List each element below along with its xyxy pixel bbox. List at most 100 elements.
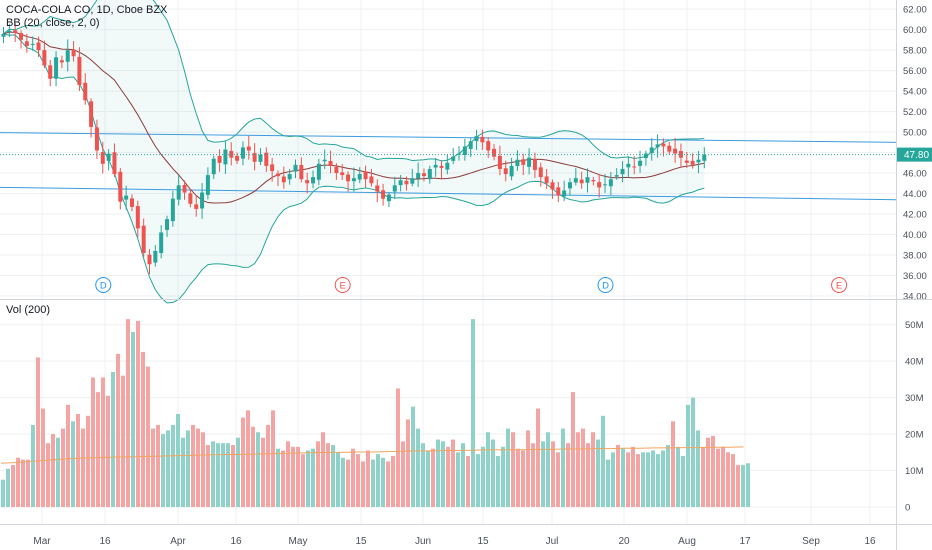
candle-body bbox=[603, 184, 608, 186]
candle-body bbox=[515, 159, 520, 167]
volume-bar bbox=[571, 392, 575, 508]
candle-body bbox=[270, 164, 275, 172]
candle bbox=[13, 23, 18, 42]
volume-bar bbox=[346, 459, 350, 508]
candle-body bbox=[89, 101, 94, 127]
volume-bar bbox=[76, 414, 80, 508]
candle-body bbox=[649, 147, 654, 154]
volume-bar bbox=[406, 419, 410, 508]
candle-body bbox=[235, 155, 240, 161]
candle-body bbox=[375, 185, 380, 192]
volume-bar bbox=[556, 452, 560, 508]
candle-body bbox=[30, 43, 35, 45]
volume-bar bbox=[741, 465, 745, 508]
candle bbox=[550, 179, 555, 199]
candle bbox=[48, 59, 53, 87]
candle bbox=[94, 119, 99, 159]
candle-body bbox=[614, 175, 619, 177]
candle bbox=[433, 157, 438, 177]
candle bbox=[287, 169, 292, 185]
price-tick-label: 52.00 bbox=[903, 107, 927, 118]
candle-body bbox=[381, 190, 386, 199]
volume-bar bbox=[701, 446, 705, 508]
candle-body bbox=[36, 42, 41, 51]
candle bbox=[211, 155, 216, 179]
volume-bar bbox=[131, 331, 135, 508]
volume-bar bbox=[386, 461, 390, 508]
volume-bar bbox=[96, 392, 100, 508]
volume-bar bbox=[681, 455, 685, 508]
candle bbox=[643, 150, 648, 166]
candle-body bbox=[141, 225, 146, 253]
volume-bar bbox=[301, 454, 305, 508]
candle-body bbox=[246, 146, 251, 151]
volume-bar bbox=[676, 446, 680, 508]
candle-body bbox=[404, 180, 409, 185]
candle-body bbox=[638, 160, 643, 166]
candle-body bbox=[579, 179, 584, 184]
dividend-marker[interactable]: D bbox=[597, 277, 614, 293]
candle bbox=[240, 141, 245, 166]
earnings-marker[interactable]: E bbox=[831, 277, 848, 293]
candle bbox=[573, 168, 578, 186]
dividend-marker[interactable]: D bbox=[95, 277, 112, 293]
volume-legend[interactable]: Vol (200) bbox=[6, 304, 50, 316]
volume-bar bbox=[636, 454, 640, 508]
candle-body bbox=[71, 49, 76, 57]
candle bbox=[369, 168, 374, 187]
volume-bar bbox=[316, 441, 320, 508]
earnings-marker[interactable]: E bbox=[334, 277, 351, 293]
candle-body bbox=[620, 168, 625, 175]
candle bbox=[59, 55, 64, 69]
bollinger-upper bbox=[3, 0, 705, 162]
volume-bar bbox=[716, 448, 720, 508]
symbol-legend[interactable]: COCA-COLA CO, 1D, Cboe BZX bbox=[6, 4, 167, 16]
trendlines[interactable] bbox=[0, 132, 897, 201]
candle bbox=[392, 176, 397, 200]
candle bbox=[591, 176, 596, 186]
event-circle bbox=[95, 277, 112, 293]
volume-bar bbox=[121, 375, 125, 508]
volume-bar bbox=[596, 439, 600, 508]
volume-bar bbox=[726, 452, 730, 508]
volume-bar bbox=[576, 432, 580, 508]
last-price-value: 47.80 bbox=[904, 150, 929, 161]
candle bbox=[503, 160, 508, 182]
candle-body bbox=[416, 173, 421, 179]
volume-label: Vol (200) bbox=[6, 304, 51, 316]
candle-body bbox=[451, 156, 456, 161]
candle-body bbox=[211, 158, 216, 175]
x-tick-label: Jul bbox=[546, 536, 559, 547]
bollinger-legend[interactable]: BB (20, close, 2, 0) bbox=[6, 17, 100, 29]
candle-body bbox=[205, 175, 210, 195]
volume-bar bbox=[696, 430, 700, 508]
volume-bar bbox=[251, 426, 255, 508]
candle bbox=[153, 245, 158, 267]
candle-body bbox=[1, 33, 6, 37]
price-tick-label: 56.00 bbox=[903, 66, 927, 77]
candle-body bbox=[334, 166, 339, 174]
x-tick-label: Jun bbox=[415, 536, 431, 547]
candle-body bbox=[462, 146, 467, 156]
volume-bar bbox=[281, 450, 285, 508]
volume-bar bbox=[526, 430, 530, 508]
candle-body bbox=[421, 173, 426, 177]
volume-bar bbox=[416, 428, 420, 508]
x-tick-label: 15 bbox=[355, 536, 367, 547]
price-tick-label: 50.00 bbox=[903, 128, 927, 139]
volume-bar bbox=[451, 439, 455, 508]
candle bbox=[404, 176, 409, 191]
volume-bar bbox=[561, 428, 565, 508]
candle-body bbox=[106, 153, 111, 161]
volume-bar bbox=[161, 434, 165, 508]
candle bbox=[270, 157, 275, 182]
candle-body bbox=[346, 174, 351, 182]
candle-body bbox=[503, 168, 508, 175]
volume-bar bbox=[511, 432, 515, 508]
volume-bar bbox=[746, 463, 750, 508]
candle-body bbox=[48, 65, 53, 79]
volume-moving-average bbox=[0, 446, 744, 464]
